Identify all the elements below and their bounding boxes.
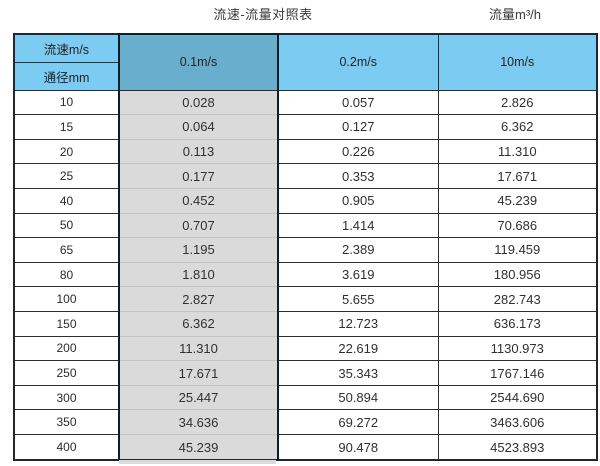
table-row: 15 0.064 0.127 6.362 — [13, 114, 598, 140]
flow-rate-table: 流速m/s 0.1m/s 0.2m/s 10m/s 通径mm 10 0.028 0.… — [13, 33, 598, 464]
flow-value-cell: 50.894 — [277, 384, 439, 411]
flow-value-cell: 1767.146 — [437, 360, 598, 386]
flow-value-cell: 90.478 — [277, 434, 439, 461]
table-row: 200 11.310 22.619 1130.973 — [13, 335, 598, 362]
flow-value-cell: 70.686 — [437, 212, 598, 239]
flow-value-cell: 45.239 — [437, 187, 598, 214]
diameter-cell: 350 — [13, 409, 120, 436]
flow-value-cell: 0.127 — [277, 114, 439, 140]
diameter-cell: 80 — [13, 261, 120, 288]
flow-value-cell: 1.414 — [277, 212, 439, 239]
flow-value-cell: 1.810 — [118, 261, 279, 288]
diameter-cell: 100 — [13, 286, 120, 312]
flow-table-grid: 流速m/s 0.1m/s 0.2m/s 10m/s 通径mm 10 0.028 0.… — [13, 33, 598, 461]
diameter-cell: 400 — [13, 434, 120, 461]
table-row: 400 45.239 90.478 4523.893 — [13, 434, 598, 461]
table-row: 40 0.452 0.905 45.239 — [13, 187, 598, 214]
flow-value-cell: 0.177 — [118, 163, 279, 189]
diameter-cell: 20 — [13, 138, 120, 165]
flow-value-cell: 0.905 — [277, 187, 439, 214]
flow-value-cell: 119.459 — [437, 237, 598, 263]
table-row: 25 0.177 0.353 17.671 — [13, 163, 598, 189]
flow-value-cell: 5.655 — [277, 286, 439, 312]
diameter-cell: 300 — [13, 384, 120, 411]
flow-value-cell: 0.452 — [118, 187, 279, 214]
corner-diameter-label: 通径mm — [13, 61, 120, 91]
table-row: 65 1.195 2.389 119.459 — [13, 237, 598, 263]
table-row: 300 25.447 50.894 2544.690 — [13, 384, 598, 411]
table-row: 50 0.707 1.414 70.686 — [13, 212, 598, 239]
table-row: 80 1.810 3.619 180.956 — [13, 261, 598, 288]
selected-column-overhang — [119, 460, 276, 464]
flow-value-cell: 4523.893 — [437, 434, 598, 461]
flow-value-cell: 2.389 — [277, 237, 439, 263]
diameter-cell: 200 — [13, 335, 120, 362]
table-header: 流速m/s 0.1m/s 0.2m/s 10m/s 通径mm — [13, 33, 598, 91]
flow-value-cell: 12.723 — [277, 310, 439, 337]
diameter-cell: 10 — [13, 89, 120, 116]
flow-value-cell: 2544.690 — [437, 384, 598, 411]
flow-value-cell: 3463.606 — [437, 409, 598, 436]
flow-unit-label: 流量m³/h — [488, 7, 541, 22]
diameter-cell: 150 — [13, 310, 120, 337]
flow-value-cell: 0.707 — [118, 212, 279, 239]
flow-value-cell: 17.671 — [437, 163, 598, 189]
flow-value-cell: 45.239 — [118, 434, 279, 461]
flow-value-cell: 17.671 — [118, 360, 279, 386]
corner-velocity-label: 流速m/s — [13, 33, 120, 63]
table-row: 350 34.636 69.272 3463.606 — [13, 409, 598, 436]
column-header-0-1ms: 0.1m/s — [118, 33, 279, 91]
table-row: 100 2.827 5.655 282.743 — [13, 286, 598, 312]
column-header-0-2ms: 0.2m/s — [277, 33, 439, 91]
flow-value-cell: 69.272 — [277, 409, 439, 436]
flow-value-cell: 34.636 — [118, 409, 279, 436]
table-body: 10 0.028 0.057 2.826 15 0.064 0.127 6.362 20 0.11… — [13, 89, 598, 461]
flow-value-cell: 35.343 — [277, 360, 439, 386]
diameter-cell: 50 — [13, 212, 120, 239]
flow-value-cell: 11.310 — [118, 335, 279, 362]
flow-value-cell: 1130.973 — [437, 335, 598, 362]
flow-value-cell: 0.064 — [118, 114, 279, 140]
column-header-10ms: 10m/s — [437, 33, 598, 91]
flow-value-cell: 0.028 — [118, 89, 279, 116]
flow-value-cell: 282.743 — [437, 286, 598, 312]
flow-value-cell: 0.113 — [118, 138, 279, 165]
flow-value-cell: 2.827 — [118, 286, 279, 312]
flow-value-cell: 0.226 — [277, 138, 439, 165]
flow-value-cell: 1.195 — [118, 237, 279, 263]
flow-value-cell: 22.619 — [277, 335, 439, 362]
flow-value-cell: 6.362 — [437, 114, 598, 140]
diameter-cell: 65 — [13, 237, 120, 263]
table-row: 250 17.671 35.343 1767.146 — [13, 360, 598, 386]
table-row: 20 0.113 0.226 11.310 — [13, 138, 598, 165]
diameter-cell: 40 — [13, 187, 120, 214]
flow-value-cell: 0.057 — [277, 89, 439, 116]
table-row: 150 6.362 12.723 636.173 — [13, 310, 598, 337]
diameter-cell: 250 — [13, 360, 120, 386]
flow-value-cell: 180.956 — [437, 261, 598, 288]
flow-value-cell: 11.310 — [437, 138, 598, 165]
table-title: 流速-流量对照表 — [213, 7, 313, 22]
flow-value-cell: 25.447 — [118, 384, 279, 411]
table-row: 10 0.028 0.057 2.826 — [13, 89, 598, 116]
flow-value-cell: 3.619 — [277, 261, 439, 288]
flow-value-cell: 2.826 — [437, 89, 598, 116]
flow-value-cell: 0.353 — [277, 163, 439, 189]
diameter-cell: 25 — [13, 163, 120, 189]
flow-value-cell: 636.173 — [437, 310, 598, 337]
flow-value-cell: 6.362 — [118, 310, 279, 337]
diameter-cell: 15 — [13, 114, 120, 140]
